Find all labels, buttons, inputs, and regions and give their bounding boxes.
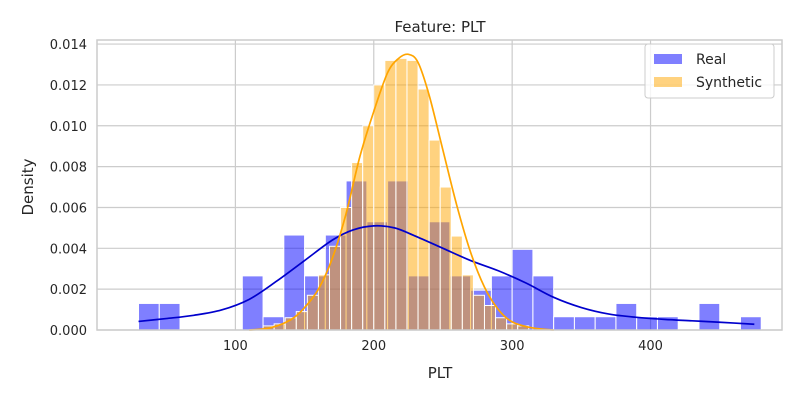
y-tick-label: 0.010: [50, 120, 87, 135]
bar-synthetic: [373, 84, 386, 331]
bar-real: [241, 275, 264, 331]
bar-synthetic: [472, 294, 485, 331]
y-axis-title: Density: [19, 158, 37, 215]
bar-synthetic: [461, 274, 474, 331]
legend: Real Synthetic: [644, 43, 775, 99]
kde-line-real: [138, 224, 755, 326]
x-tick-label: 400: [638, 339, 663, 354]
bar-synthetic: [406, 59, 419, 331]
bar-real: [532, 275, 555, 331]
axes: [96, 39, 783, 331]
legend-swatch-real: [654, 54, 682, 64]
bar-real: [594, 316, 617, 331]
y-tick-label: 0.006: [50, 201, 87, 216]
bar-real: [698, 302, 721, 331]
x-tick-label: 200: [361, 339, 386, 354]
x-tick-label: 300: [500, 339, 525, 354]
bar-real: [138, 302, 160, 331]
bar-real: [573, 316, 596, 331]
bar-synthetic: [395, 57, 408, 331]
kde-line-synthetic: [249, 53, 554, 331]
bar-synthetic: [417, 88, 430, 331]
kde-curves: [138, 53, 755, 331]
chart-title: Feature: PLT: [394, 18, 486, 36]
y-tick-label: 0.008: [50, 161, 87, 176]
bar-real: [511, 248, 534, 331]
y-tick-label: 0.014: [50, 38, 87, 53]
y-tick-label: 0.000: [50, 324, 87, 339]
bar-synthetic: [428, 139, 441, 331]
bar-synthetic: [439, 186, 452, 331]
tick-labels: 100 200 300 400 0.000 0.002 0.004 0.006 0.008 0.0…: [50, 38, 663, 354]
legend-label-synthetic: Synthetic: [696, 75, 762, 91]
bar-synthetic: [495, 317, 508, 331]
plot-frame: [96, 39, 783, 331]
legend-label-real: Real: [696, 52, 726, 68]
x-axis-title: PLT: [428, 364, 453, 382]
y-tick-label: 0.012: [50, 79, 87, 94]
x-tick-label: 100: [223, 339, 248, 354]
bar-synthetic: [506, 323, 519, 331]
legend-swatch-synthetic: [654, 77, 682, 87]
bar-synthetic: [362, 125, 375, 331]
bar-synthetic: [328, 245, 342, 331]
bar-synthetic: [351, 162, 364, 331]
y-tick-label: 0.002: [50, 283, 87, 298]
bar-real: [553, 316, 575, 331]
bar-synthetic: [306, 294, 319, 331]
bar-synthetic: [450, 235, 463, 331]
y-tick-label: 0.004: [50, 242, 87, 257]
bar-synthetic: [384, 59, 397, 331]
bar-synthetic: [483, 304, 497, 331]
bar-synthetic: [317, 274, 330, 331]
